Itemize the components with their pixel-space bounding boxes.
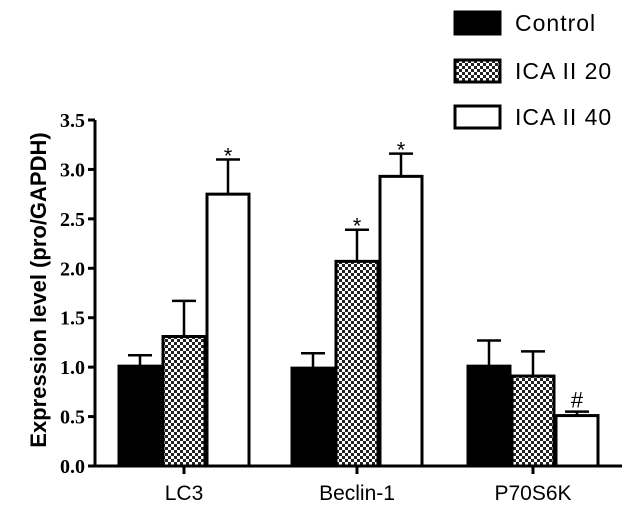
y-tick-label: 1.5 xyxy=(60,308,85,330)
legend-swatch xyxy=(453,104,502,130)
legend-label: ICA II 40 xyxy=(515,104,612,130)
y-tick-label: 0.5 xyxy=(60,407,85,429)
x-tick-label: Beclin-1 xyxy=(319,482,395,505)
y-tick-label: 3.5 xyxy=(60,110,85,132)
axis-labels: 0.0 0.5 1.0 1.5 2.0 2.5 3.0 3.5 LC3 Beclin-1 P70S6… xyxy=(60,110,584,505)
ica-ii-40-bar xyxy=(554,414,600,468)
y-tick-label: 2.0 xyxy=(60,258,85,280)
y-axis-label: Expression level (pro/GAPDH) xyxy=(26,132,51,447)
control-bar xyxy=(290,366,336,468)
ica-ii-40-bar xyxy=(205,192,251,468)
y-tick-label: 2.5 xyxy=(60,209,85,231)
significance-marker: * xyxy=(397,138,406,163)
legend-swatch xyxy=(453,10,502,36)
legend-label: ICA II 20 xyxy=(515,58,612,84)
control-bar xyxy=(117,364,163,468)
ica-ii-20-bar xyxy=(161,334,207,468)
x-tick-label: LC3 xyxy=(165,482,204,505)
y-tick-label: 3.0 xyxy=(60,159,85,181)
significance-marker: # xyxy=(571,388,584,413)
significance-marker: * xyxy=(353,214,362,239)
ica-ii-20-bar xyxy=(334,259,380,468)
legend: Control ICA II 20 ICA II 40 xyxy=(453,10,612,130)
legend-swatch xyxy=(453,58,502,84)
y-tick-label: 1.0 xyxy=(60,357,85,379)
legend-label: Control xyxy=(515,10,596,36)
ica-ii-40-bar xyxy=(378,174,424,468)
bar-series xyxy=(117,152,600,468)
significance-marker: * xyxy=(224,144,233,169)
x-tick-label: P70S6K xyxy=(494,482,571,505)
control-bar xyxy=(466,364,512,468)
y-tick-label: 0.0 xyxy=(60,456,85,478)
ica-ii-20-bar xyxy=(510,374,556,468)
